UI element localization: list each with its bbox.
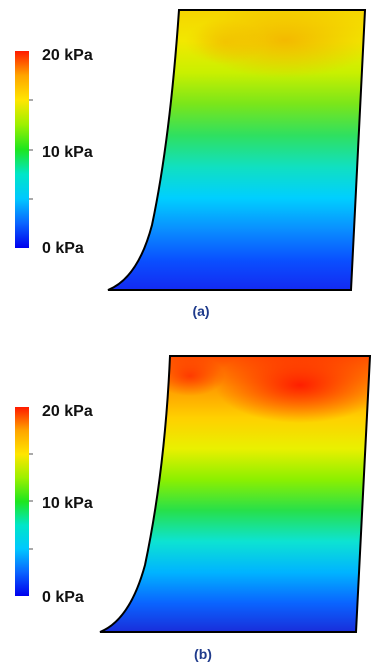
panel-b-outline <box>99 355 372 633</box>
colorbar-a-mid-label: 10 kPa <box>42 144 93 161</box>
panel-b-fill <box>100 356 370 632</box>
panel-a-fill <box>108 10 365 290</box>
panel-b: 20 kPa 10 kPa 0 kPa (b) <box>15 355 372 662</box>
colorbar-b <box>15 407 29 596</box>
panel-a-caption: (a) <box>192 303 209 319</box>
panel-b-hotspot <box>215 356 370 423</box>
colorbar-a-max-label: 20 kPa <box>42 47 93 64</box>
panel-a-outline <box>107 9 367 291</box>
colorbar-b-min-label: 0 kPa <box>42 589 84 606</box>
colorbar-a-min-label: 0 kPa <box>42 240 84 257</box>
colorbar-b-max-label: 20 kPa <box>42 403 93 420</box>
colorbar-b-ticks <box>29 453 33 550</box>
panel-b-caption: (b) <box>194 646 212 662</box>
colorbar-a <box>15 51 29 248</box>
panel-a: 20 kPa 10 kPa 0 kPa (a) <box>15 9 367 319</box>
colorbar-a-ticks <box>29 99 33 200</box>
colorbar-b-mid-label: 10 kPa <box>42 495 93 512</box>
